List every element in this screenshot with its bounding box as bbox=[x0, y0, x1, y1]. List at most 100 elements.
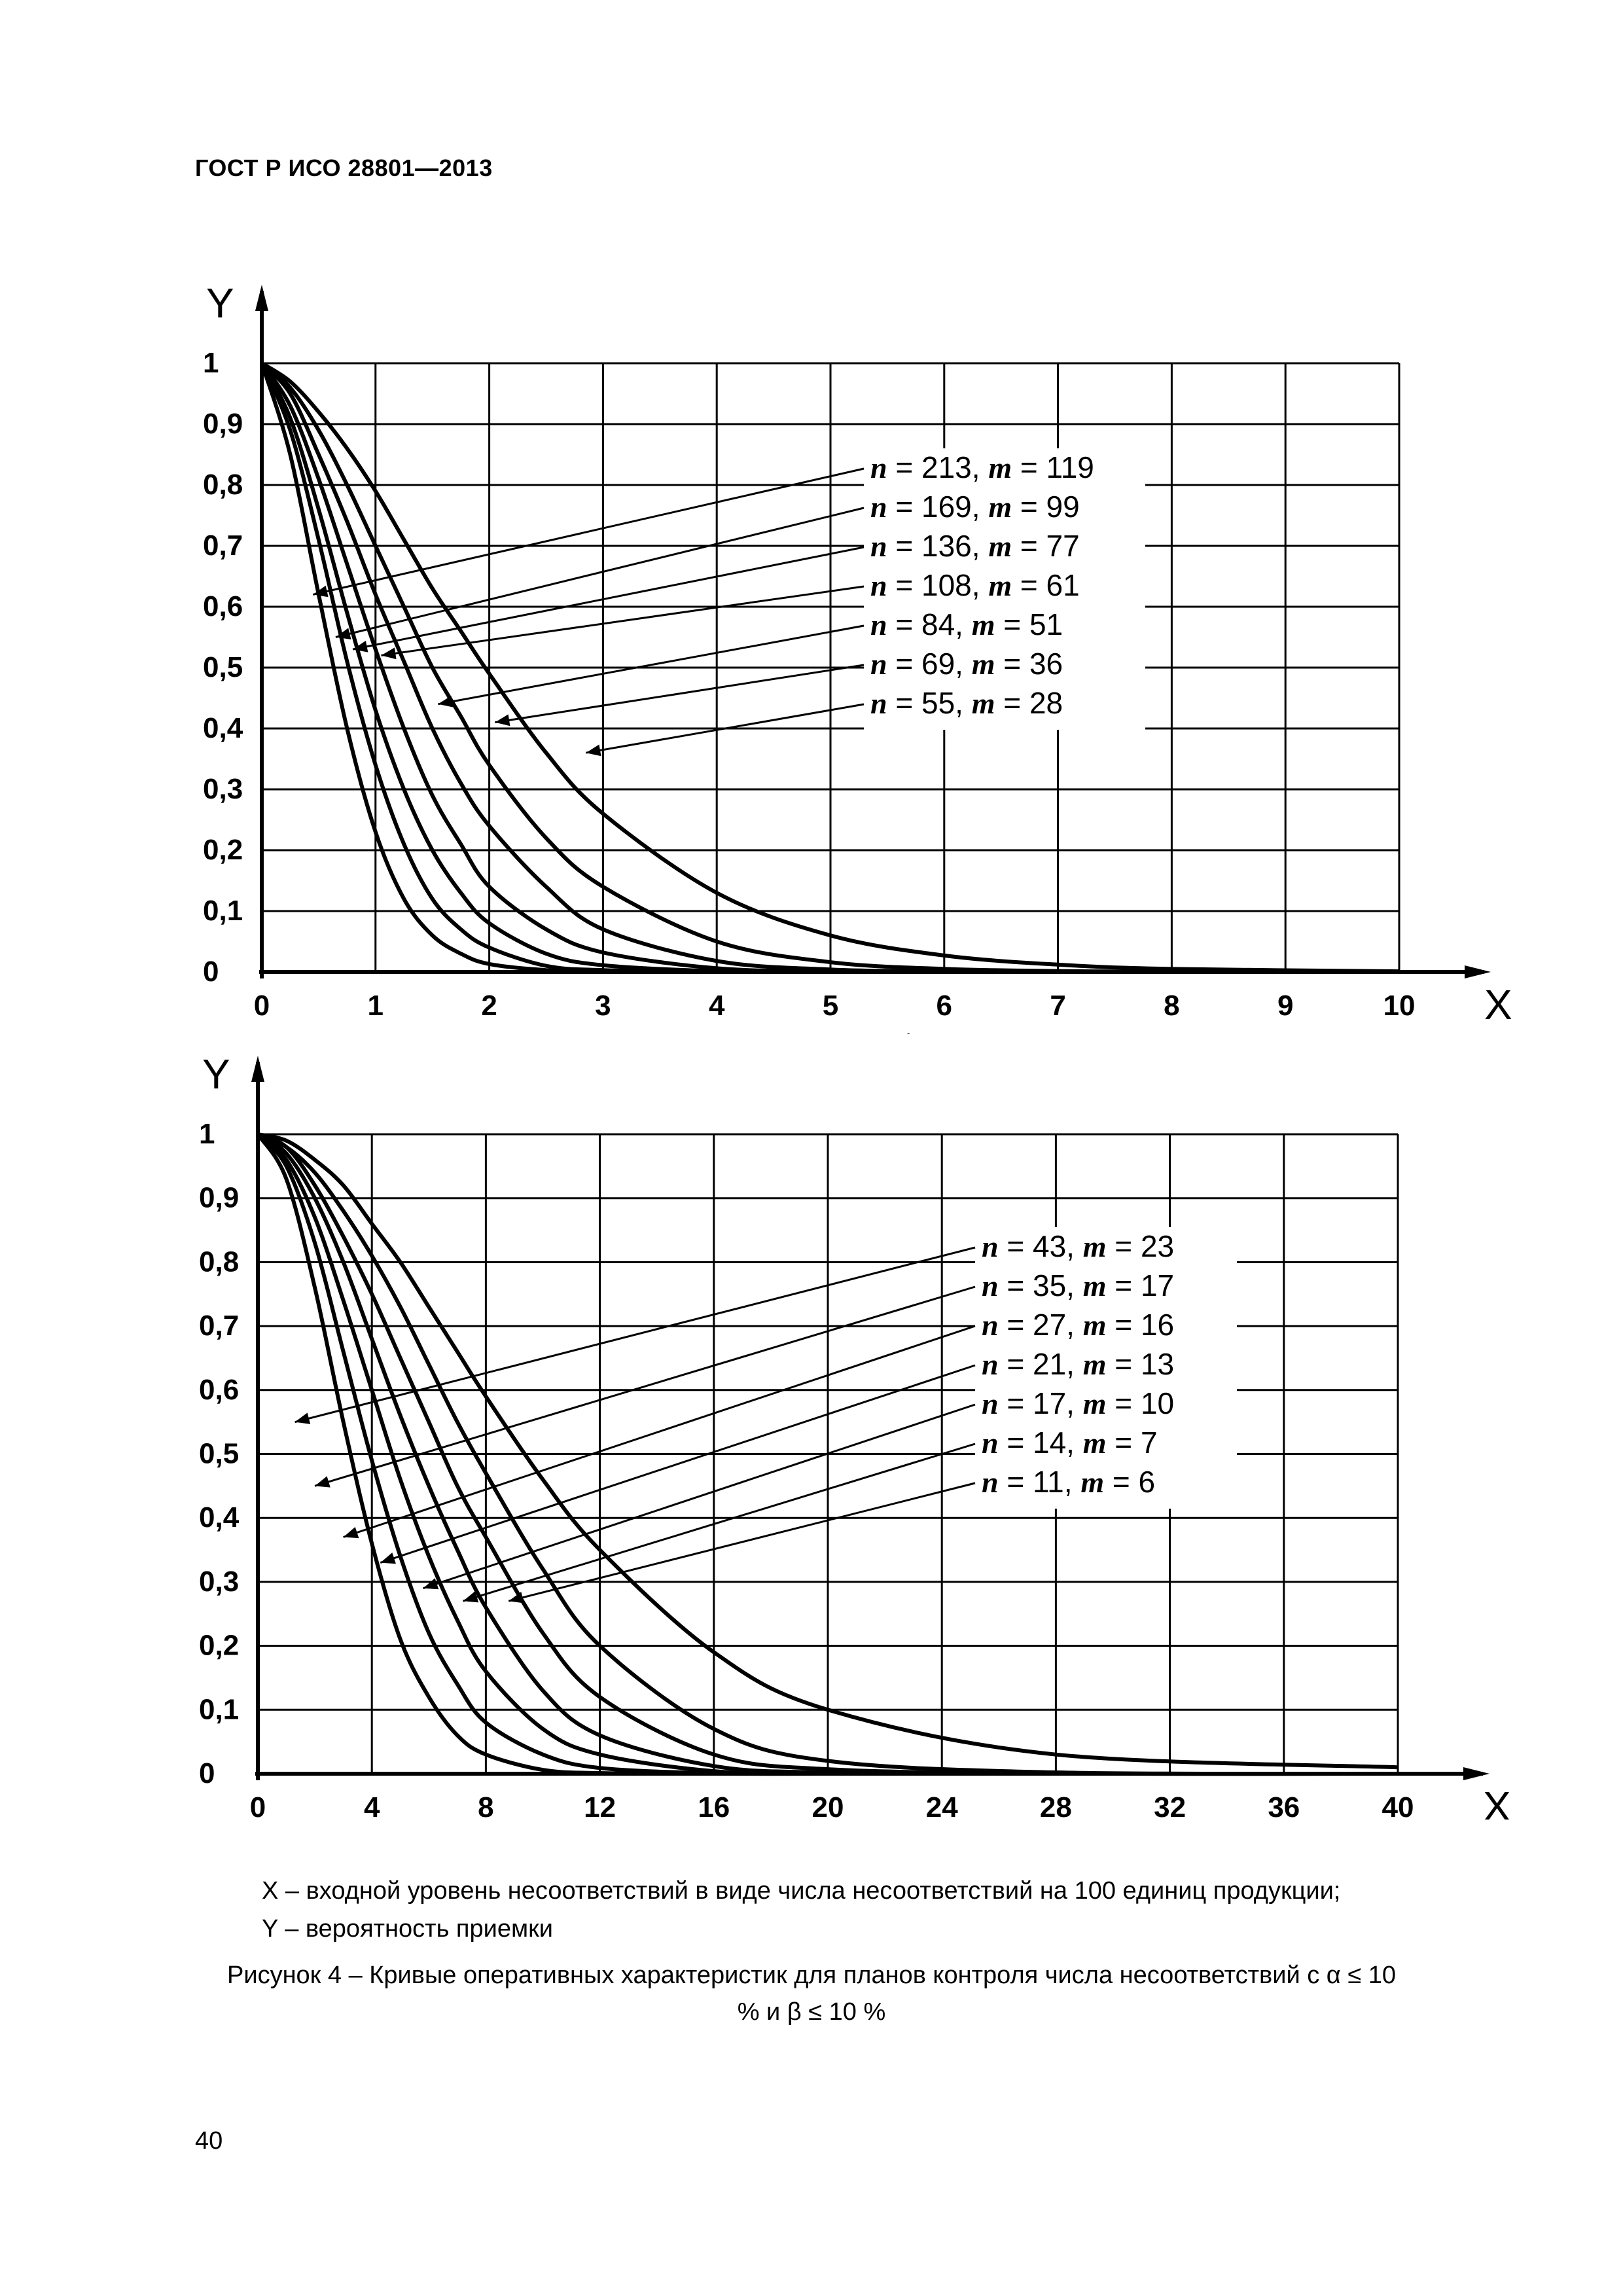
oc-chart-b: 0 4 8 12 16 20 24 28 32 36 40 0 0,1 0,2 0,3 0,4 0,5 0,6 0,… bbox=[199, 1050, 1511, 1820]
annotation-arrowhead bbox=[315, 1476, 330, 1488]
x-tick-label: 40 bbox=[1382, 1791, 1414, 1820]
oc-chart-a: 0 1 2 3 4 5 6 7 8 9 10 0 0,1 0,2 0,3 0,4 0,5 0,6 0,7 0,8 0,9… bbox=[203, 279, 1512, 1034]
annotation-arrowhead bbox=[294, 1412, 311, 1424]
annotation-leader bbox=[294, 1246, 976, 1424]
x-axis-label: X bbox=[1483, 1783, 1511, 1820]
annotation-arrowhead bbox=[495, 714, 510, 726]
curve-annotation: n = 136, m = 77 bbox=[870, 529, 1080, 563]
oc-curve bbox=[260, 361, 1400, 974]
y-tick-label: 0,4 bbox=[203, 712, 243, 744]
y-tick-label: 0,2 bbox=[199, 1630, 239, 1662]
x-tick-label: 1 bbox=[368, 990, 383, 1022]
curve-annotation: n = 35, m = 17 bbox=[982, 1268, 1174, 1302]
caption-line-2: % и β ≤ 10 % bbox=[737, 1998, 886, 2026]
annotation-arrowhead bbox=[438, 695, 454, 708]
annotation-leader bbox=[312, 467, 865, 596]
x-tick-label: 2 bbox=[481, 990, 497, 1022]
oc-curve bbox=[257, 1132, 1399, 1776]
curve-annotation: n = 169, m = 99 bbox=[870, 490, 1080, 524]
figure-caption: Рисунок 4 – Кривые оперативных характери… bbox=[196, 1957, 1427, 2030]
y-tick-label: 0,5 bbox=[199, 1438, 239, 1470]
x-tick-label: 20 bbox=[812, 1791, 844, 1820]
y-axis-label: Y bbox=[202, 1050, 230, 1098]
y-tick-label: 0,8 bbox=[203, 469, 243, 501]
x-axis-label: X bbox=[1484, 981, 1512, 1028]
y-tick-label: 0,3 bbox=[199, 1566, 239, 1598]
annotation-arrowhead bbox=[313, 585, 329, 598]
y-tick-label: 0,7 bbox=[199, 1310, 239, 1342]
annotation-leader bbox=[343, 1325, 976, 1538]
y-tick-label: 0,8 bbox=[199, 1246, 239, 1278]
caption-line-1: Рисунок 4 – Кривые оперативных характери… bbox=[227, 1962, 1396, 1989]
x-tick-label: 3 bbox=[595, 990, 611, 1022]
annotation-leader bbox=[508, 1482, 976, 1602]
y-axis-arrow bbox=[251, 1056, 264, 1082]
annotation-leader bbox=[335, 507, 865, 638]
annotation-arrowhead bbox=[423, 1578, 439, 1590]
y-tick-label: 0,2 bbox=[203, 834, 243, 866]
page-number: 40 bbox=[195, 2127, 223, 2155]
x-tick-label: 8 bbox=[478, 1791, 493, 1820]
x-tick-label: 32 bbox=[1154, 1791, 1186, 1820]
x-axis-arrow bbox=[1463, 1767, 1489, 1780]
curve-annotation: n = 21, m = 13 bbox=[982, 1347, 1174, 1381]
x-tick-label: 4 bbox=[364, 1791, 380, 1820]
x-tick-label: 7 bbox=[1050, 990, 1065, 1022]
annotation-arrowhead bbox=[335, 628, 351, 640]
x-tick-label: 6 bbox=[936, 990, 952, 1022]
annotation-leader bbox=[381, 585, 865, 656]
annotation-leader bbox=[314, 1285, 976, 1487]
y-tick-label: 0 bbox=[199, 1757, 215, 1789]
curve-annotation: n = 84, m = 51 bbox=[870, 607, 1063, 641]
y-tick-label: 0,3 bbox=[203, 773, 243, 805]
annotation-arrowhead bbox=[353, 640, 368, 653]
curve-annotation: n = 14, m = 7 bbox=[982, 1426, 1158, 1460]
annotation-arrowhead bbox=[508, 1592, 524, 1604]
x-tick-label: 9 bbox=[1277, 990, 1293, 1022]
annotation-arrowhead bbox=[381, 647, 397, 660]
x-tick-label: 24 bbox=[926, 1791, 958, 1820]
y-tick-label: 0,6 bbox=[199, 1374, 239, 1406]
y-axis-label: Y bbox=[206, 279, 234, 327]
x-tick-label: 4 bbox=[709, 990, 725, 1022]
y-tick-label: 0,5 bbox=[203, 651, 243, 683]
y-tick-label: 0,7 bbox=[203, 529, 243, 562]
y-tick-label: 0 bbox=[203, 956, 219, 988]
y-definition: Y – вероятность приемки bbox=[262, 1915, 553, 1943]
y-axis-arrow bbox=[255, 285, 268, 311]
x-tick-label: 10 bbox=[1383, 990, 1416, 1022]
x-tick-label: 0 bbox=[254, 990, 270, 1022]
legend-definitions: X – входной уровень несоответствий в вид… bbox=[262, 1872, 1340, 1948]
curve-annotation: n = 55, m = 28 bbox=[870, 686, 1063, 720]
y-tick-label: 1 bbox=[203, 347, 219, 379]
x-tick-label: 16 bbox=[698, 1791, 730, 1820]
y-tick-label: 0,9 bbox=[203, 408, 243, 440]
curve-annotation: n = 213, m = 119 bbox=[870, 450, 1094, 484]
annotation-leader bbox=[380, 1364, 976, 1564]
curve-annotation: n = 43, m = 23 bbox=[982, 1229, 1174, 1263]
x-tick-label: 5 bbox=[823, 990, 838, 1022]
annotation-arrowhead bbox=[463, 1591, 479, 1603]
annotation-box bbox=[864, 448, 1145, 730]
y-tick-label: 0,1 bbox=[203, 895, 243, 927]
curve-annotation: n = 27, m = 16 bbox=[982, 1308, 1174, 1342]
x-axis-arrow bbox=[1465, 965, 1491, 978]
chart-sublabel: a) bbox=[894, 1029, 915, 1034]
x-tick-label: 0 bbox=[250, 1791, 266, 1820]
curve-annotation: n = 17, m = 10 bbox=[982, 1386, 1174, 1420]
y-tick-label: 0,9 bbox=[199, 1182, 239, 1214]
annotation-leader bbox=[438, 624, 865, 706]
y-tick-label: 0,6 bbox=[203, 590, 243, 622]
curve-annotation: n = 11, m = 6 bbox=[982, 1465, 1155, 1499]
annotation-arrowhead bbox=[586, 744, 601, 757]
document-header: ГОСТ Р ИСО 28801—2013 bbox=[195, 154, 493, 181]
oc-curve bbox=[257, 1132, 1399, 1770]
x-tick-label: 8 bbox=[1164, 990, 1179, 1022]
annotation-leader bbox=[352, 546, 865, 651]
curve-annotation: n = 69, m = 36 bbox=[870, 647, 1063, 681]
oc-curve bbox=[257, 1132, 1399, 1776]
oc-curve bbox=[260, 361, 1400, 974]
annotation-leader bbox=[586, 703, 865, 754]
y-tick-label: 0,1 bbox=[199, 1693, 239, 1725]
annotation-leader bbox=[423, 1403, 976, 1590]
